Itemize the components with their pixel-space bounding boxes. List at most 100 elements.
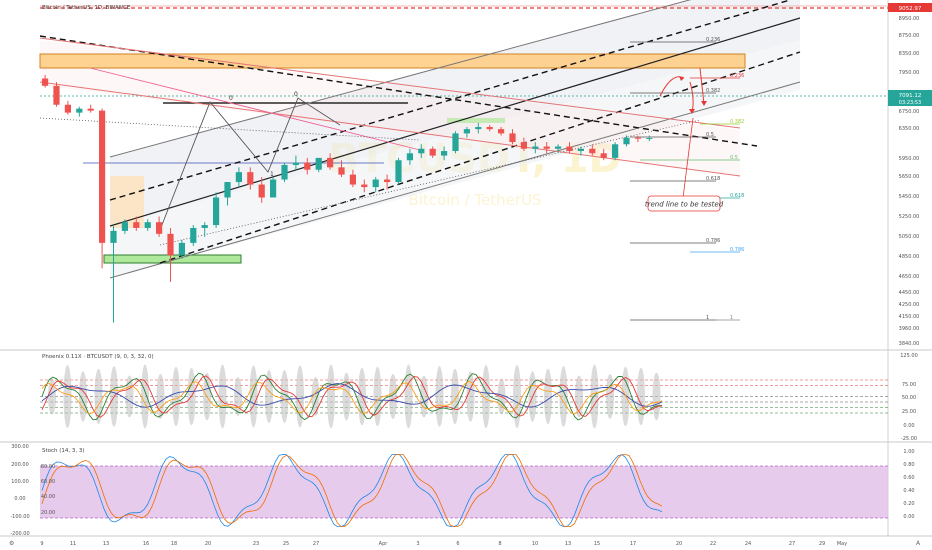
candle[interactable]: [304, 157, 311, 175]
candle[interactable]: [201, 222, 208, 237]
fib-level[interactable]: 0.382: [630, 88, 720, 94]
time-axis-label: 17: [630, 541, 636, 547]
candle[interactable]: [213, 192, 220, 228]
time-axis-label: 13: [565, 541, 571, 547]
phoenix-series: [41, 364, 663, 429]
red-diagonal-line[interactable]: [89, 67, 421, 151]
candle-body: [475, 127, 482, 130]
zigzag-pattern[interactable]: [159, 97, 341, 231]
candle[interactable]: [110, 225, 117, 323]
candle[interactable]: [532, 142, 539, 154]
time-axis-label: 10: [532, 541, 538, 547]
candle[interactable]: [646, 135, 653, 142]
price-axis-label: 4150.00: [899, 314, 920, 320]
candle[interactable]: [76, 106, 83, 117]
candle[interactable]: [429, 146, 436, 158]
candle[interactable]: [498, 127, 505, 136]
candle[interactable]: [623, 135, 630, 147]
time-axis-settings-icon[interactable]: ⚙: [9, 540, 14, 547]
channel-upper-line[interactable]: [109, 0, 800, 158]
stoch-right-axis-label: 0.40: [903, 488, 914, 494]
candle[interactable]: [452, 131, 459, 154]
candle[interactable]: [190, 225, 197, 246]
candle[interactable]: [418, 144, 425, 158]
candle[interactable]: [327, 153, 334, 170]
candle[interactable]: [520, 137, 527, 152]
candle[interactable]: [463, 127, 470, 138]
candle[interactable]: [99, 108, 106, 269]
candle[interactable]: [144, 219, 151, 231]
candle[interactable]: [555, 144, 562, 154]
candle[interactable]: [372, 177, 379, 193]
fib-level[interactable]: 0.618: [630, 176, 720, 182]
candle[interactable]: [178, 239, 185, 259]
dashed-descending-trend[interactable]: [39, 35, 758, 147]
candle[interactable]: [612, 142, 619, 161]
candle[interactable]: [247, 167, 254, 190]
price-axis-label: 5650.00: [899, 174, 920, 180]
minor-green-zone[interactable]: [447, 118, 505, 123]
candle[interactable]: [315, 157, 322, 173]
fib-level[interactable]: 0.5: [630, 132, 716, 138]
candle[interactable]: [577, 146, 584, 156]
price-axis-label: 4650.00: [899, 274, 920, 280]
candle[interactable]: [475, 122, 482, 134]
candle[interactable]: [281, 162, 288, 183]
channel-lower-line[interactable]: [109, 81, 801, 279]
arrowhead-down-icon: [701, 101, 707, 106]
price-axis: 8950.008750.008350.007950.007550.006750.…: [899, 16, 920, 347]
candle[interactable]: [167, 227, 174, 282]
dashed-mid-trend[interactable]: [159, 51, 801, 264]
time-axis-label: 15: [594, 541, 600, 547]
red-descending-lower[interactable]: [39, 81, 741, 177]
candle[interactable]: [349, 169, 356, 188]
fib-level[interactable]: 1: [716, 315, 740, 321]
time-axis-auto-icon[interactable]: A: [916, 540, 921, 547]
fib-level[interactable]: 0.5: [640, 155, 740, 161]
candle[interactable]: [292, 155, 299, 170]
fib-level[interactable]: 0.786: [690, 247, 744, 253]
candle[interactable]: [600, 148, 607, 161]
candle[interactable]: [395, 157, 402, 185]
phoenix-histogram-bar: [435, 366, 444, 427]
candle[interactable]: [235, 167, 242, 188]
candle[interactable]: [53, 82, 60, 107]
stoch-right-axis-label: 0.20: [903, 501, 914, 507]
candle[interactable]: [224, 182, 231, 206]
price-axis-pane[interactable]: [888, 0, 932, 536]
fib-level[interactable]: 0.236: [630, 37, 720, 43]
red-descending-upper[interactable]: [39, 37, 741, 129]
candle[interactable]: [589, 144, 596, 156]
candle[interactable]: [566, 142, 573, 154]
fib-level[interactable]: 1: [630, 315, 716, 321]
resistance-zone[interactable]: [39, 53, 746, 69]
candle[interactable]: [361, 179, 368, 193]
candle[interactable]: [441, 146, 448, 161]
candle[interactable]: [543, 142, 550, 154]
fib-level[interactable]: 0.236: [690, 73, 744, 79]
stoch-series: [41, 454, 663, 527]
phoenix-histogram-bar: [156, 374, 165, 419]
projection-down-arrow[interactable]: [699, 67, 705, 105]
fib-level[interactable]: 0.786: [630, 238, 720, 244]
candle[interactable]: [87, 104, 94, 113]
candle[interactable]: [42, 74, 49, 88]
candle[interactable]: [384, 174, 391, 190]
candle[interactable]: [486, 124, 493, 132]
candle-body: [76, 108, 83, 113]
candle[interactable]: [121, 219, 128, 234]
candle[interactable]: [509, 129, 516, 145]
candle[interactable]: [258, 177, 265, 203]
candle[interactable]: [338, 160, 345, 178]
candle[interactable]: [64, 100, 71, 115]
candle[interactable]: [133, 216, 140, 231]
orange-wedge[interactable]: [110, 176, 144, 228]
candle[interactable]: [156, 216, 163, 237]
candle[interactable]: [270, 177, 277, 198]
dashed-upper-trend[interactable]: [109, 0, 791, 201]
candle[interactable]: [406, 148, 413, 165]
candle[interactable]: [634, 135, 641, 143]
phoenix-histogram-bar: [249, 365, 258, 428]
fib-level[interactable]: 0.382: [700, 119, 744, 125]
annotation-callout[interactable]: trend line to be tested: [645, 195, 724, 212]
